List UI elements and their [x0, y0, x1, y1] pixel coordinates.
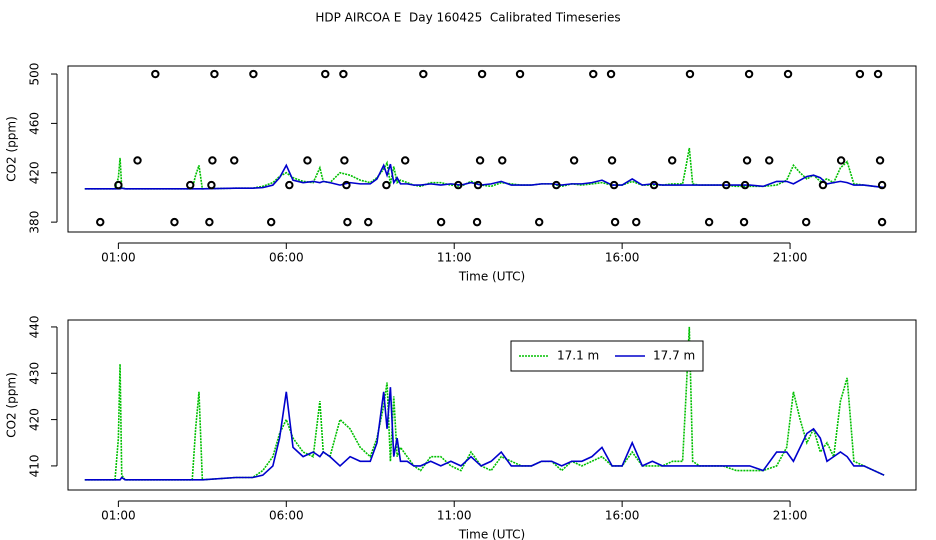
- calibration-point: [364, 217, 373, 227]
- calibration-point: [875, 156, 885, 165]
- calibration-point: [744, 69, 754, 79]
- calibration-point: [722, 180, 731, 190]
- calibration-point: [170, 217, 179, 227]
- calibration-point: [419, 69, 428, 79]
- x-tick-label: 16:00: [605, 251, 640, 265]
- calibration-point: [742, 156, 752, 165]
- y-tick-label: 420: [28, 408, 42, 431]
- y-tick-label: 440: [28, 315, 42, 338]
- x-axis-label: Time (UTC): [458, 270, 525, 284]
- y-tick-label: 430: [28, 362, 42, 385]
- legend-label: 17.1 m: [557, 349, 599, 363]
- calibration-point: [740, 180, 750, 190]
- calibration-point: [569, 156, 579, 165]
- calibration-point: [472, 217, 482, 227]
- x-tick-label: 06:00: [269, 251, 304, 265]
- x-tick-label: 21:00: [773, 509, 808, 523]
- calibration-point: [186, 180, 195, 190]
- calibration-point: [667, 156, 677, 165]
- calibration-point: [343, 217, 352, 227]
- x-tick-label: 21:00: [773, 251, 808, 265]
- calibration-point: [534, 217, 544, 227]
- calibration-point: [765, 156, 774, 165]
- calibration-point: [607, 156, 617, 165]
- calibration-point: [552, 180, 561, 190]
- calibration-point: [649, 180, 659, 190]
- calibration-point: [151, 69, 160, 79]
- x-axis-label: Time (UTC): [458, 528, 525, 540]
- y-axis-label: CO2 (ppm): [5, 372, 19, 438]
- series-line: [84, 147, 885, 190]
- y-tick-label: 420: [28, 161, 42, 184]
- calibration-point: [515, 69, 525, 79]
- y-tick-label: 380: [28, 211, 42, 234]
- y-tick-label: 460: [28, 112, 42, 135]
- calibration-point: [609, 180, 619, 190]
- calibration-point: [133, 156, 142, 165]
- plot-frame: [67, 319, 917, 491]
- series-line: [84, 387, 885, 481]
- calibration-point: [303, 156, 312, 165]
- legend: 17.1 m 17.7 m: [510, 340, 704, 372]
- calibration-point: [685, 69, 695, 79]
- calibration-point: [285, 180, 294, 190]
- calibration-point: [704, 217, 714, 227]
- calibration-point: [739, 217, 749, 227]
- calibration-point: [818, 180, 828, 190]
- calibration-point: [454, 180, 463, 190]
- chart-title: HDP AIRCOA E Day 160425 Calibrated Times…: [315, 11, 620, 25]
- x-tick-label: 01:00: [101, 509, 136, 523]
- calibration-point: [400, 156, 410, 165]
- calibration-point: [340, 156, 349, 165]
- calibration-point: [382, 180, 391, 190]
- x-tick-label: 16:00: [605, 509, 640, 523]
- calibration-point: [783, 69, 793, 79]
- calibration-point: [249, 69, 258, 79]
- calibration-point: [498, 156, 507, 165]
- calibration-point: [342, 180, 351, 190]
- x-tick-label: 11:00: [437, 509, 472, 523]
- calibration-point: [873, 69, 883, 79]
- calibration-point: [877, 180, 887, 190]
- legend-label: 17.7 m: [653, 349, 695, 363]
- calibration-point: [266, 217, 276, 227]
- calibration-point: [339, 69, 348, 79]
- y-tick-label: 410: [28, 454, 42, 477]
- plot-frame: [67, 65, 917, 233]
- calibration-point: [877, 217, 887, 227]
- calibration-point: [801, 217, 811, 227]
- calibration-point: [475, 156, 485, 165]
- series-line: [84, 326, 885, 481]
- calibration-point: [589, 69, 598, 79]
- calibration-point: [205, 217, 214, 227]
- x-tick-label: 06:00: [269, 509, 304, 523]
- calibration-point: [230, 156, 239, 165]
- x-tick-label: 11:00: [437, 251, 472, 265]
- calibration-point: [208, 156, 217, 165]
- calibration-point: [207, 180, 216, 190]
- y-axis-label: CO2 (ppm): [5, 116, 19, 182]
- calibration-point: [477, 69, 487, 79]
- calibration-point: [836, 156, 846, 165]
- calibration-point: [436, 217, 446, 227]
- calibration-point: [114, 180, 123, 190]
- calibration-point: [610, 217, 620, 227]
- calibration-point: [606, 69, 616, 79]
- x-tick-label: 01:00: [101, 251, 136, 265]
- y-tick-label: 500: [28, 63, 42, 86]
- calibration-point: [210, 69, 219, 79]
- series-line: [84, 163, 885, 190]
- calibration-point: [855, 69, 865, 79]
- calibration-point: [321, 69, 330, 79]
- calibration-point: [473, 180, 483, 190]
- calibration-point: [632, 217, 641, 227]
- calibration-point: [96, 217, 105, 227]
